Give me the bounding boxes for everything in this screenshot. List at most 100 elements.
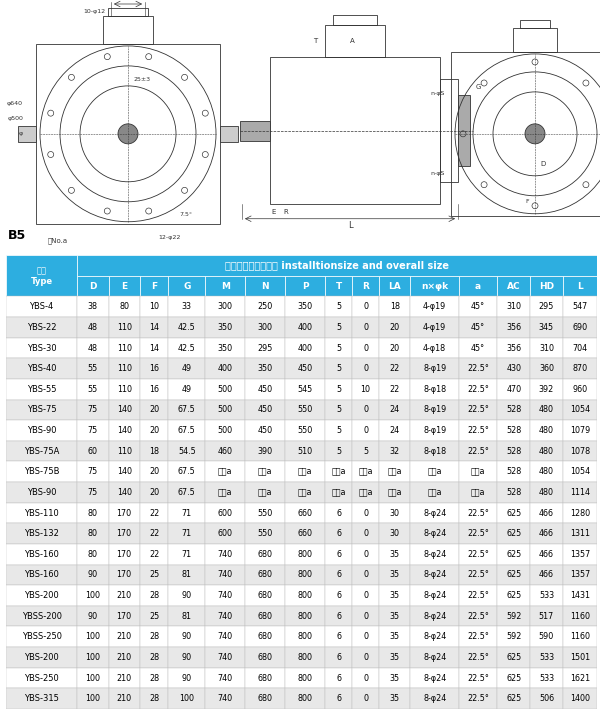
Bar — [497, 420, 530, 441]
Bar — [325, 379, 352, 400]
Text: 1280: 1280 — [570, 508, 590, 518]
Text: 8-φ19: 8-φ19 — [423, 364, 446, 373]
Bar — [530, 544, 563, 564]
Text: 110: 110 — [116, 385, 132, 393]
Bar — [325, 523, 352, 544]
Text: 500: 500 — [218, 406, 233, 415]
Bar — [379, 317, 410, 337]
Bar — [410, 482, 459, 503]
Text: 110: 110 — [116, 447, 132, 456]
Text: 506: 506 — [539, 694, 554, 703]
Text: 528: 528 — [506, 406, 521, 415]
Bar — [352, 503, 379, 523]
Bar — [410, 688, 459, 709]
Bar — [140, 379, 169, 400]
Text: 110: 110 — [116, 364, 132, 373]
Bar — [109, 296, 140, 317]
Text: 75: 75 — [88, 406, 98, 415]
Text: 8-φ18: 8-φ18 — [423, 447, 446, 456]
Text: 600: 600 — [218, 508, 233, 518]
Text: 8-φ19: 8-φ19 — [423, 406, 446, 415]
Text: 300: 300 — [218, 302, 233, 311]
Text: n-φS: n-φS — [431, 91, 445, 96]
Text: 81: 81 — [182, 612, 192, 620]
Text: 90: 90 — [182, 653, 192, 662]
Bar — [140, 523, 169, 544]
Bar — [563, 503, 597, 523]
Text: 75: 75 — [88, 467, 98, 476]
Text: 680: 680 — [257, 591, 272, 600]
Text: 430: 430 — [506, 364, 521, 373]
Text: 81: 81 — [182, 571, 192, 579]
Bar — [530, 296, 563, 317]
Text: 533: 533 — [539, 674, 554, 683]
Bar — [205, 585, 245, 606]
Text: 型号
Type: 型号 Type — [31, 266, 53, 286]
Bar — [563, 400, 597, 420]
Text: YBS-250: YBS-250 — [24, 674, 59, 683]
Text: 45°: 45° — [471, 344, 485, 352]
Bar — [77, 647, 109, 668]
Bar — [77, 503, 109, 523]
Bar — [325, 441, 352, 462]
Text: 4-φ18: 4-φ18 — [423, 344, 446, 352]
Bar — [245, 606, 285, 627]
Bar — [530, 503, 563, 523]
Text: 704: 704 — [572, 344, 587, 352]
Bar — [140, 647, 169, 668]
Bar — [563, 688, 597, 709]
Text: 6: 6 — [336, 674, 341, 683]
Bar — [169, 337, 205, 358]
Bar — [245, 400, 285, 420]
Text: F: F — [526, 199, 529, 204]
Bar — [379, 647, 410, 668]
Bar — [285, 627, 325, 647]
Text: 1431: 1431 — [570, 591, 590, 600]
Bar — [325, 585, 352, 606]
Text: 1160: 1160 — [570, 612, 590, 620]
Text: 4-φ19: 4-φ19 — [423, 302, 446, 311]
Bar — [77, 358, 109, 379]
Bar — [459, 337, 497, 358]
Bar — [497, 358, 530, 379]
Text: 140: 140 — [116, 488, 132, 497]
Text: 740: 740 — [218, 632, 233, 642]
Text: 466: 466 — [539, 549, 554, 559]
Bar — [140, 296, 169, 317]
Text: L: L — [347, 220, 352, 230]
Bar — [77, 317, 109, 337]
Bar — [169, 358, 205, 379]
Text: 600: 600 — [218, 529, 233, 538]
Text: 1311: 1311 — [570, 529, 590, 538]
Text: 660: 660 — [298, 508, 313, 518]
Bar — [379, 627, 410, 647]
Bar — [109, 647, 140, 668]
Bar — [459, 296, 497, 317]
Bar — [563, 647, 597, 668]
Text: 350: 350 — [298, 302, 313, 311]
Bar — [285, 379, 325, 400]
Text: 0: 0 — [363, 426, 368, 435]
Bar — [6, 420, 77, 441]
Bar — [563, 606, 597, 627]
Bar — [245, 276, 285, 296]
Bar — [245, 482, 285, 503]
Bar — [352, 523, 379, 544]
Bar — [169, 627, 205, 647]
Text: 见图a: 见图a — [298, 467, 313, 476]
Bar — [240, 121, 270, 141]
Bar — [410, 606, 459, 627]
Bar — [245, 503, 285, 523]
Text: T: T — [335, 281, 341, 291]
Text: M: M — [221, 281, 230, 291]
Text: 625: 625 — [506, 571, 521, 579]
Text: YBS-132: YBS-132 — [24, 529, 59, 538]
Text: 16: 16 — [149, 364, 159, 373]
Text: 30: 30 — [390, 529, 400, 538]
Text: 33: 33 — [182, 302, 192, 311]
Bar — [205, 317, 245, 337]
Text: 550: 550 — [298, 426, 313, 435]
Text: 625: 625 — [506, 591, 521, 600]
Bar — [325, 647, 352, 668]
Text: 80: 80 — [88, 529, 98, 538]
